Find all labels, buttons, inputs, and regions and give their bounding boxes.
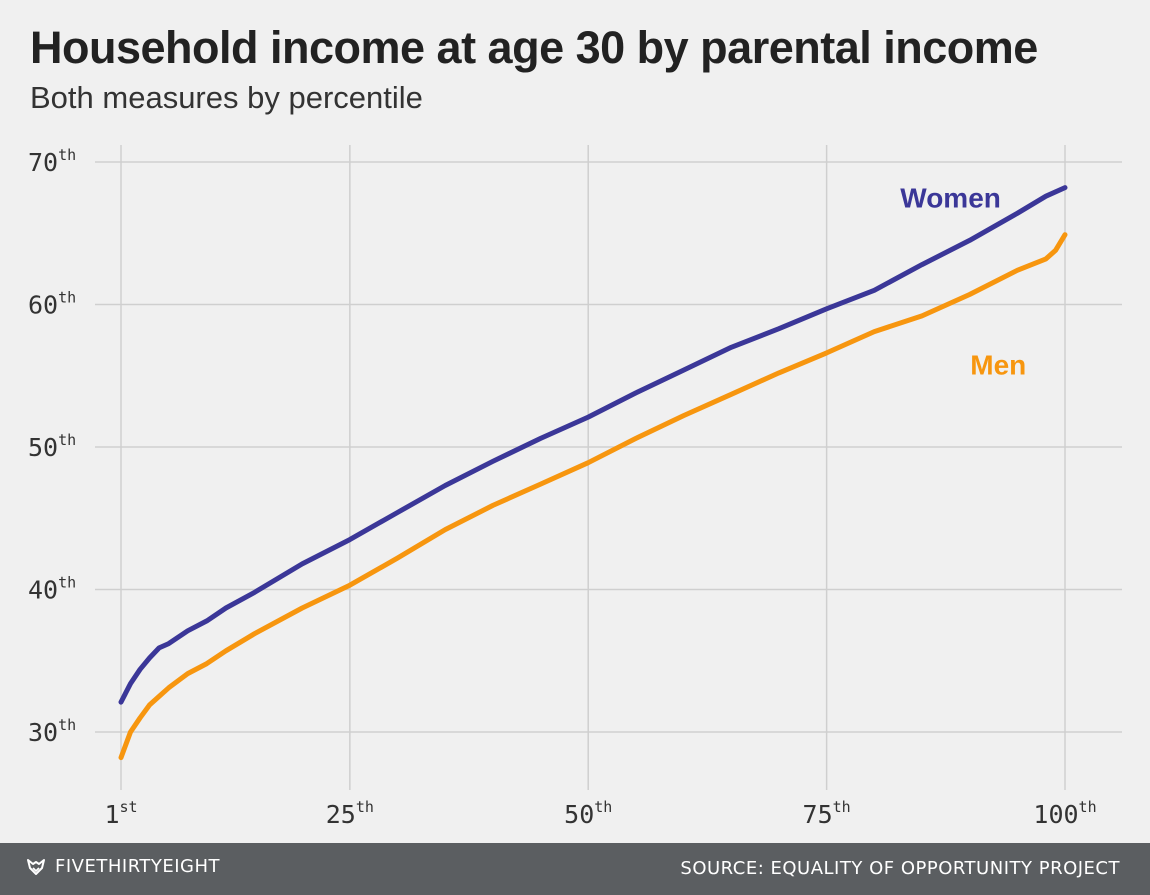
source-credit: SOURCE: EQUALITY OF OPPORTUNITY PROJECT	[680, 858, 1120, 879]
y-tick-label: 60th	[28, 289, 76, 320]
y-tick-label: 40th	[28, 574, 76, 605]
brand-name: FIVETHIRTYEIGHT	[55, 856, 221, 877]
series-label-men: Men	[970, 349, 1026, 380]
x-tick-label: 50th	[564, 798, 612, 829]
chart-subtitle: Both measures by percentile	[30, 80, 423, 115]
x-tick-label: 25th	[326, 798, 374, 829]
footer-bar: FIVETHIRTYEIGHT SOURCE: EQUALITY OF OPPO…	[0, 843, 1150, 895]
series-labels: Women Men	[900, 183, 1026, 381]
series-line-men	[118, 232, 1068, 761]
series-line-women	[118, 185, 1068, 705]
series-label-women: Women	[900, 183, 1001, 214]
x-tick-label: 100th	[1033, 798, 1096, 829]
y-tick-label: 30th	[28, 716, 76, 747]
x-tick-label: 75th	[803, 798, 851, 829]
y-tick-label: 50th	[28, 431, 76, 462]
y-tick-label: 70th	[28, 146, 76, 177]
chart-title: Household income at age 30 by parental i…	[30, 22, 1038, 73]
y-axis-ticks: 30th 40th 50th 60th 70th	[28, 146, 76, 747]
brand: FIVETHIRTYEIGHT	[26, 856, 220, 877]
x-tick-label: 1st	[104, 798, 137, 829]
line-chart: 30th 40th 50th 60th 70th 1st 25th 50th 75th 100t…	[28, 145, 1122, 829]
x-axis-ticks: 1st 25th 50th 75th 100th	[104, 798, 1096, 829]
series-lines	[118, 185, 1068, 761]
fox-logo-icon	[27, 858, 45, 875]
